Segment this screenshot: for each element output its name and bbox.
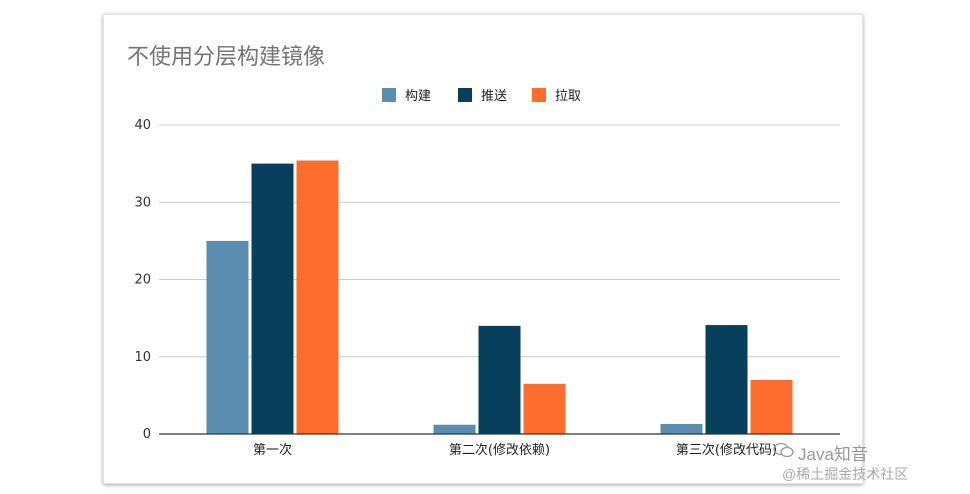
y-tick-label: 0 [143,427,151,442]
x-tick-label: 第一次 [253,442,292,458]
bar [523,383,566,434]
bar [478,325,521,434]
bar [433,424,476,434]
chart-title: 不使用分层构建镜像 [127,45,326,70]
legend-item-push: 推送 [458,85,507,104]
legend-swatch-build [382,87,396,102]
legend-item-build: 构建 [382,85,431,104]
y-tick-label: 10 [134,350,151,365]
legend-swatch-pull [532,87,546,102]
x-tick-label: 第三次(修改代码) [676,442,777,458]
bar [705,325,748,434]
bar [206,240,249,434]
bar [660,423,703,434]
legend-label-build: 构建 [405,89,432,104]
chart-legend: 构建 推送 拉取 [104,85,862,104]
legend-label-pull: 拉取 [555,89,582,104]
plot-area: 0 10 20 30 40 第一次 第二次(修改依赖) 第三次(修改代码) [134,118,840,458]
y-tick-label: 40 [134,118,151,133]
bar [296,160,339,434]
y-tick-label: 30 [134,195,151,210]
watermark-line2: @稀土掘金技术社区 [782,466,909,482]
y-tick-label: 20 [134,273,151,288]
legend-item-pull: 拉取 [532,85,581,104]
wechat-icon [773,442,794,458]
watermark-line1: Java知音 [798,445,868,464]
legend-label-push: 推送 [481,89,508,104]
bar [251,163,294,434]
x-tick-label: 第二次(修改依赖) [449,442,550,458]
legend-swatch-push [458,87,472,102]
chart-card: 不使用分层构建镜像 构建 推送 拉取 0 10 20 30 40 第一次 第二次(修改依赖)… [103,14,863,484]
bar [750,379,793,434]
